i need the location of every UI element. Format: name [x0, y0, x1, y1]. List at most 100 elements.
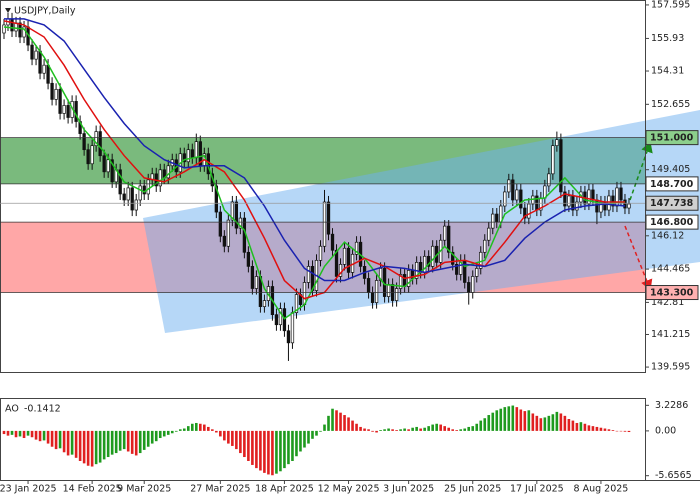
candle-body — [214, 185, 218, 213]
candle-body — [262, 300, 267, 307]
ao-bar — [231, 430, 234, 446]
candle-body — [110, 159, 114, 183]
ao-bar — [78, 430, 82, 461]
ao-y-tick-label: -5.6565 — [655, 470, 692, 481]
moving-average-line — [4, 18, 626, 282]
candle-body — [398, 274, 403, 289]
ao-bar — [479, 420, 483, 431]
candle-body — [346, 247, 351, 273]
ao-bar — [279, 430, 282, 472]
ao-bar — [46, 430, 50, 444]
ao-bar — [403, 428, 406, 431]
ao-bar — [583, 423, 587, 431]
ao-bar — [339, 412, 342, 431]
candle-body — [511, 179, 515, 201]
ao-bar — [82, 430, 86, 464]
ao-bar — [239, 430, 242, 454]
candle-body — [519, 189, 523, 209]
candle-body — [122, 193, 126, 201]
ao-bar — [499, 408, 503, 431]
ao-bar — [26, 430, 30, 436]
candle-body — [290, 312, 295, 344]
candle-body — [386, 284, 391, 297]
y-tick-label: 157.595 — [651, 0, 690, 10]
candle-body — [330, 233, 335, 251]
candle-body — [242, 217, 247, 253]
current-price-box — [645, 195, 699, 211]
ao-bar — [475, 423, 479, 431]
ao-bar — [599, 427, 603, 431]
ao-bar — [335, 410, 338, 431]
ao-bar — [447, 427, 450, 431]
ao-bar — [503, 407, 507, 431]
candle-body — [138, 185, 142, 201]
ao-bar — [395, 430, 398, 431]
ao-bar — [42, 430, 46, 441]
candle-body — [62, 105, 66, 114]
x-tick-label: 25 Jun 2025 — [444, 484, 501, 495]
ao-bar — [439, 424, 442, 431]
ao-bar — [467, 426, 471, 431]
candle-body — [94, 131, 98, 147]
candle-body — [342, 247, 347, 265]
candle-body — [102, 155, 106, 173]
ao-bar — [611, 430, 615, 431]
ao-bar — [199, 423, 202, 431]
ao-bar — [331, 408, 334, 431]
candle-body — [354, 241, 359, 255]
ao-bar — [463, 428, 467, 431]
candle-body — [2, 24, 6, 34]
ao-bar — [186, 426, 190, 431]
x-tick-label: 18 Apr 2025 — [255, 484, 314, 495]
x-tick-label: 27 Mar 2025 — [190, 484, 250, 495]
ao-bar — [443, 426, 446, 431]
ao-bar — [571, 420, 575, 431]
candle-body — [527, 203, 531, 219]
candle-body — [10, 18, 14, 32]
candle-body — [98, 131, 102, 157]
candle-body — [86, 149, 90, 165]
candle-body — [491, 213, 495, 229]
ao-bar — [423, 427, 426, 431]
ao-name: AO — [5, 404, 19, 415]
ao-bar — [18, 430, 22, 437]
candle-body — [338, 264, 343, 277]
y-tick-label: 146.12 — [651, 230, 684, 241]
candle-body — [374, 280, 379, 303]
candle-body — [226, 219, 231, 247]
candle-body — [158, 169, 162, 187]
ao-bar — [303, 430, 306, 448]
ao-bar — [559, 413, 563, 431]
candle-body — [611, 195, 615, 207]
candle-body — [246, 251, 251, 267]
ao-bar — [415, 426, 418, 431]
ao-bar — [323, 424, 326, 431]
candle-body — [230, 201, 235, 221]
candle-body — [431, 245, 435, 267]
ao-bar — [162, 430, 166, 437]
price-level-label: 151.000 — [650, 133, 694, 144]
ao-bar — [359, 426, 362, 431]
ao-bar — [607, 429, 611, 431]
candle-body — [194, 141, 198, 159]
ao-bar — [547, 415, 551, 431]
ao-bar — [178, 429, 182, 431]
x-tick-label: 3 Jun 2025 — [383, 484, 434, 495]
ao-bar — [203, 424, 206, 431]
candle-body — [190, 149, 194, 159]
candle-body — [551, 145, 555, 175]
symbol-menu-icon[interactable] — [5, 8, 11, 13]
candle-body — [615, 187, 619, 207]
candle-body — [142, 185, 146, 195]
ao-bar — [507, 406, 511, 431]
chart-title: USDJPY,Daily — [14, 6, 76, 17]
y-tick-label: 141.215 — [651, 329, 690, 340]
candle-body — [451, 251, 455, 265]
candle-body — [286, 330, 291, 344]
ao-bar — [347, 417, 350, 431]
ao-bar — [375, 430, 378, 433]
candle-body — [503, 191, 507, 207]
ao-bar — [110, 430, 114, 455]
